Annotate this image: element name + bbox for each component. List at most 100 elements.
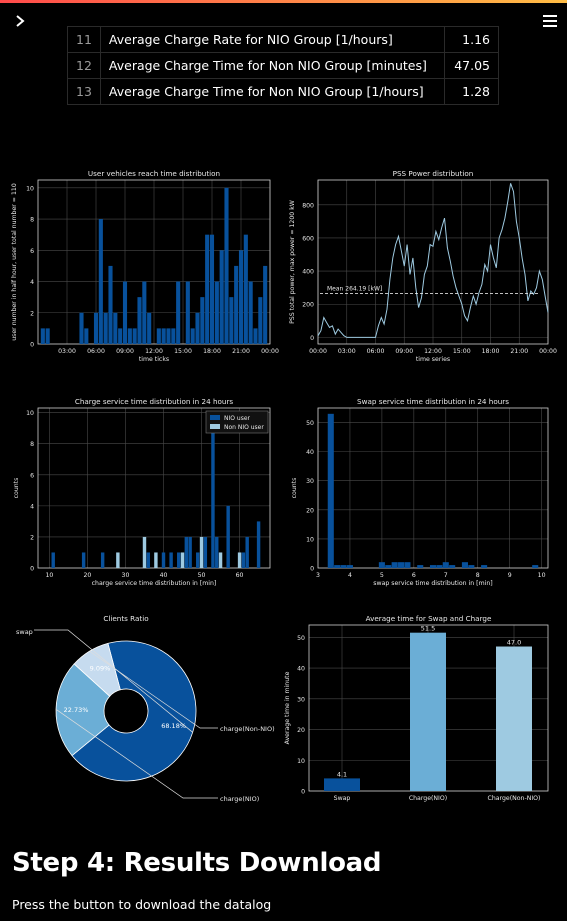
chart-title: Clients Ratio — [103, 614, 148, 623]
bar — [461, 562, 468, 568]
x-tick-label: 40 — [160, 572, 168, 579]
x-tick-label: 5 — [380, 572, 384, 579]
chart-legend: NIO user Non NIO user — [205, 410, 269, 434]
x-tick-label: 06:00 — [87, 348, 105, 355]
bar — [214, 281, 219, 344]
y-tick-label: 0 — [310, 335, 314, 342]
y-axis-label: counts — [13, 478, 20, 499]
bar — [324, 778, 360, 791]
bar — [241, 552, 246, 568]
y-tick-label: 0 — [30, 342, 34, 349]
bar — [169, 552, 173, 568]
x-tick-label: 18:00 — [203, 348, 221, 355]
y-tick-label: 4 — [30, 279, 34, 286]
bar — [532, 565, 539, 568]
row-index: 13 — [67, 78, 101, 105]
x-tick-label: 18:00 — [482, 348, 500, 355]
bar — [205, 234, 210, 344]
table-row: 11 Average Charge Rate for NIO Group [1/… — [67, 26, 500, 53]
bar — [404, 562, 411, 568]
bar — [190, 328, 195, 344]
y-tick-label: 0 — [30, 566, 34, 573]
bar-series — [40, 187, 268, 344]
bar — [156, 328, 161, 344]
bar — [481, 565, 488, 568]
bar — [116, 552, 120, 568]
bar — [237, 552, 242, 568]
bar — [79, 312, 84, 344]
bar — [45, 328, 50, 344]
x-tick-label: 12:00 — [424, 348, 442, 355]
y-tick-label: 400 — [302, 269, 314, 276]
bar — [429, 565, 437, 568]
bar — [103, 312, 108, 344]
x-tick-label: 4 — [348, 572, 352, 579]
pie-slices — [55, 640, 197, 782]
y-tick-label: 10 — [306, 536, 314, 543]
bar — [203, 536, 208, 568]
bar — [51, 552, 55, 568]
bar — [147, 312, 152, 344]
y-tick-label: 0 — [301, 789, 305, 796]
bar — [127, 328, 132, 344]
x-axis-label: charge service time distribution in [min… — [92, 580, 217, 587]
bar-value-label: 51.5 — [421, 625, 435, 633]
y-tick-label: 40 — [297, 666, 305, 673]
bar — [211, 412, 215, 568]
y-tick-label: 200 — [302, 302, 314, 309]
x-tick-label: 15:00 — [453, 348, 471, 355]
bar — [410, 632, 446, 791]
bar — [142, 536, 147, 568]
slice-value-label: 22.73% — [64, 706, 89, 714]
statistics-table: 11 Average Charge Rate for NIO Group [1/… — [67, 26, 500, 105]
legend-entry: Non NIO user — [224, 424, 264, 431]
x-tick-label: 00:00 — [539, 348, 557, 355]
table-row: 12 Average Charge Time for Non NIO Group… — [67, 52, 500, 79]
results-figure-canvas: 0 2 4 6 8 10 03:00 06:00 09:00 12:00 15:00 18:00 21:… — [11, 169, 557, 803]
bar — [215, 536, 219, 568]
y-tick-label: 8 — [30, 441, 34, 448]
bar — [218, 552, 223, 568]
bar-series — [116, 536, 242, 568]
x-tick-label: 15:00 — [174, 348, 192, 355]
row-value: 1.16 — [443, 26, 500, 53]
bar-value-label: 4.1 — [337, 770, 347, 778]
x-tick-label: 20 — [84, 572, 92, 579]
x-tick-label: 09:00 — [116, 348, 134, 355]
row-value: 47.05 — [443, 52, 500, 79]
legend-box — [205, 410, 269, 434]
y-tick-label: 10 — [26, 410, 34, 417]
y-tick-label: 6 — [30, 472, 34, 479]
sidebar-toggle-button[interactable] — [8, 10, 32, 32]
y-tick-label: 10 — [297, 758, 305, 765]
bar — [84, 328, 89, 344]
main-menu-button[interactable] — [538, 10, 562, 32]
bar — [184, 536, 189, 568]
row-label: Average Charge Time for Non NIO Group [1… — [99, 78, 445, 105]
y-tick-label: 20 — [297, 727, 305, 734]
y-tick-label: 600 — [302, 235, 314, 242]
bar — [436, 565, 443, 568]
chart-axes: 0 200 400 600 800 00:00 03:00 06:00 09:00 12:00 15… — [289, 169, 557, 363]
legend-swatch — [210, 424, 220, 429]
bar — [118, 328, 123, 344]
y-axis-label: user number in half hour, user total num… — [11, 183, 18, 341]
x-tick-label: 00:00 — [309, 348, 327, 355]
bar — [245, 536, 249, 568]
pie-slice — [71, 640, 197, 782]
x-axis-label: swap service time distribution in [min] — [373, 580, 492, 587]
bar — [154, 552, 158, 568]
pie-category-label: charge(Non-NIO) — [220, 725, 275, 733]
legend-entry: NIO user — [224, 415, 251, 422]
y-axis-label: Average time in minute — [284, 671, 291, 744]
y-tick-label: 2 — [30, 310, 34, 317]
y-tick-label: 30 — [297, 696, 305, 703]
legend-swatch — [210, 415, 220, 420]
bar-value-label: 47.0 — [507, 639, 521, 647]
bar — [100, 552, 105, 568]
bar — [398, 562, 405, 568]
bar — [468, 565, 475, 568]
bar — [161, 328, 166, 344]
bar — [195, 312, 200, 344]
app-top-decoration — [0, 0, 567, 3]
